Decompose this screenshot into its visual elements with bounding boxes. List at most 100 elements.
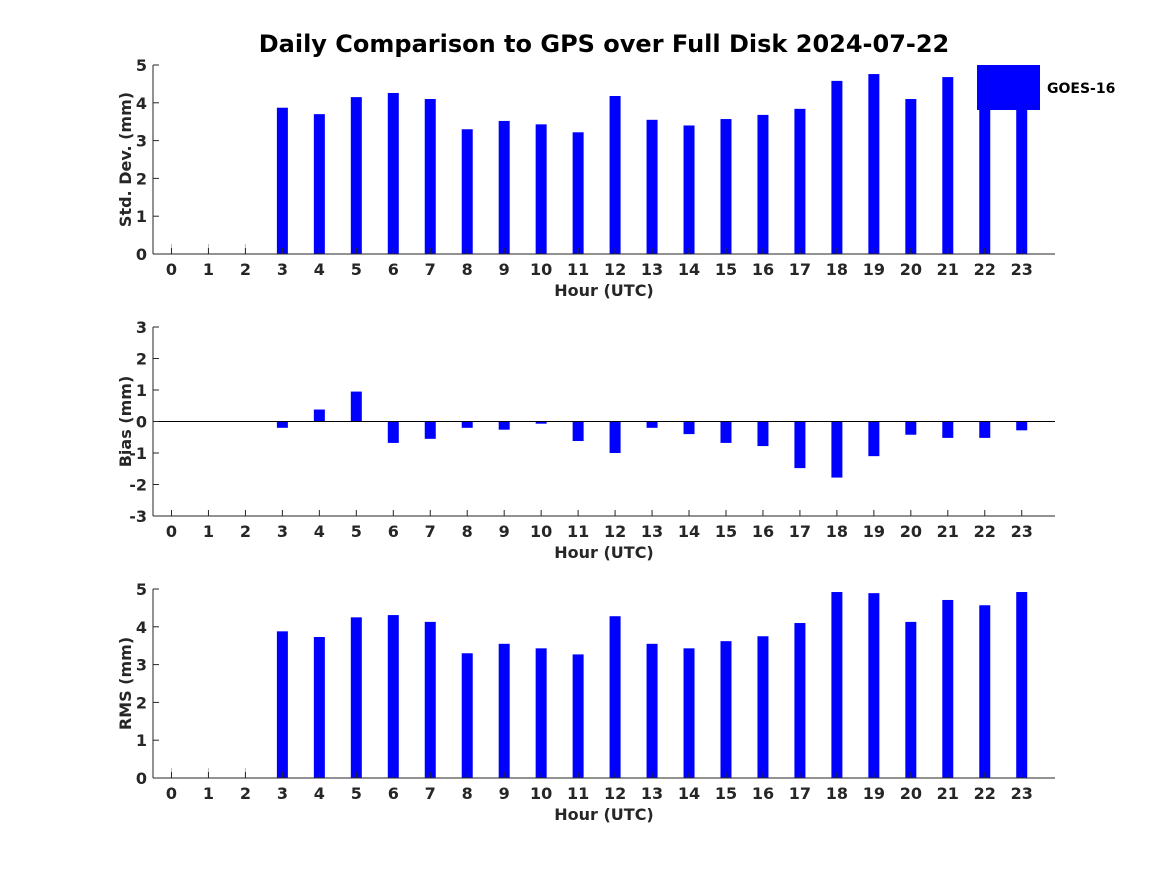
x-tick-label: 9 (499, 260, 510, 279)
bar-hour-16 (757, 636, 769, 778)
bar-hour-4 (313, 637, 325, 778)
x-tick-label: 0 (166, 522, 177, 541)
bar-hour-13 (646, 421, 658, 428)
bar-hour-13 (646, 119, 658, 254)
x-tick-label: 18 (826, 260, 848, 279)
x-tick-label: 21 (937, 784, 959, 803)
bar-hour-6 (387, 421, 399, 443)
x-tick-label: 3 (277, 522, 288, 541)
x-tick-label: 13 (641, 522, 663, 541)
x-tick-label: 6 (388, 522, 399, 541)
x-tick-label: 0 (166, 784, 177, 803)
bar-hour-15 (720, 421, 732, 443)
bar-hour-14 (683, 125, 695, 254)
x-tick-label: 10 (530, 522, 552, 541)
bar-hour-6 (387, 615, 399, 778)
bar-hour-23 (1016, 592, 1028, 778)
bar-hour-23 (1016, 108, 1028, 254)
x-tick-label: 14 (678, 522, 700, 541)
bar-hour-9 (498, 421, 510, 430)
bar-hour-20 (905, 99, 917, 255)
y-tick-label: 2 (136, 350, 147, 369)
chart-title: Daily Comparison to GPS over Full Disk 2… (259, 30, 950, 58)
bar-hour-12 (609, 95, 621, 254)
x-tick-label: 4 (314, 260, 325, 279)
x-tick-label: 17 (789, 522, 811, 541)
y-tick-label: 1 (136, 207, 147, 226)
x-tick-label: 5 (351, 522, 362, 541)
legend: GOES-16 (977, 65, 1115, 110)
y-tick-label: 5 (136, 580, 147, 599)
bar-hour-8 (461, 129, 473, 254)
x-tick-label: 12 (604, 784, 626, 803)
bar-hour-9 (498, 643, 510, 778)
x-tick-label: 18 (826, 784, 848, 803)
x-tick-label: 10 (530, 260, 552, 279)
x-tick-label: 7 (425, 260, 436, 279)
legend-label-goes-16: GOES-16 (1047, 81, 1115, 97)
x-tick-label: 21 (937, 522, 959, 541)
y-tick-label: 2 (136, 169, 147, 188)
bar-hour-19 (868, 593, 880, 778)
x-tick-label: 23 (1011, 522, 1033, 541)
y-tick-label: 0 (136, 769, 147, 788)
bar-hour-7 (424, 621, 436, 778)
bar-hour-18 (831, 421, 843, 478)
bar-hour-4 (313, 114, 325, 254)
x-tick-label: 16 (752, 784, 774, 803)
bar-hour-18 (831, 592, 843, 778)
x-tick-label: 6 (388, 784, 399, 803)
x-tick-label: 20 (900, 260, 922, 279)
bar-hour-17 (794, 421, 806, 469)
x-tick-label: 17 (789, 784, 811, 803)
x-tick-label: 1 (203, 522, 214, 541)
bar-hour-13 (646, 643, 658, 778)
bar-hour-5 (350, 617, 362, 778)
y-axis-label: RMS (mm) (116, 637, 135, 730)
x-tick-label: 23 (1011, 260, 1033, 279)
bar-hour-22 (979, 605, 991, 778)
x-axis-label: Hour (UTC) (554, 281, 654, 300)
x-tick-label: 2 (240, 784, 251, 803)
bar-hour-21 (942, 599, 954, 778)
bar-hour-16 (757, 114, 769, 255)
y-tick-label: 3 (136, 318, 147, 337)
x-tick-label: 2 (240, 522, 251, 541)
x-tick-label: 11 (567, 784, 589, 803)
y-tick-label: 2 (136, 693, 147, 712)
y-tick-label: 0 (136, 413, 147, 432)
x-tick-label: 9 (499, 522, 510, 541)
bar-hour-19 (868, 74, 880, 255)
y-tick-label: -1 (129, 444, 147, 463)
y-tick-label: 0 (136, 245, 147, 264)
y-tick-label: -2 (129, 476, 147, 495)
x-tick-label: 19 (863, 260, 885, 279)
x-tick-label: 20 (900, 522, 922, 541)
x-tick-label: 1 (203, 260, 214, 279)
x-tick-label: 22 (974, 522, 996, 541)
bar-hour-10 (535, 648, 547, 778)
bar-hour-22 (979, 108, 991, 254)
x-tick-label: 7 (425, 784, 436, 803)
x-tick-label: 3 (277, 260, 288, 279)
x-axis-label: Hour (UTC) (554, 543, 654, 562)
x-tick-label: 1 (203, 784, 214, 803)
x-tick-label: 16 (752, 260, 774, 279)
x-tick-label: 22 (974, 260, 996, 279)
x-tick-label: 13 (641, 784, 663, 803)
bar-hour-18 (831, 80, 843, 254)
bar-hour-8 (461, 421, 473, 428)
x-tick-label: 14 (678, 784, 700, 803)
bar-hour-9 (498, 120, 510, 254)
y-axis-label: Bias (mm) (116, 376, 135, 468)
x-tick-label: 8 (462, 784, 473, 803)
x-tick-label: 14 (678, 260, 700, 279)
y-tick-label: 5 (136, 56, 147, 75)
x-tick-label: 8 (462, 260, 473, 279)
x-tick-label: 2 (240, 260, 251, 279)
x-axis-label: Hour (UTC) (554, 805, 654, 824)
x-tick-label: 19 (863, 522, 885, 541)
bar-hour-21 (942, 77, 954, 254)
